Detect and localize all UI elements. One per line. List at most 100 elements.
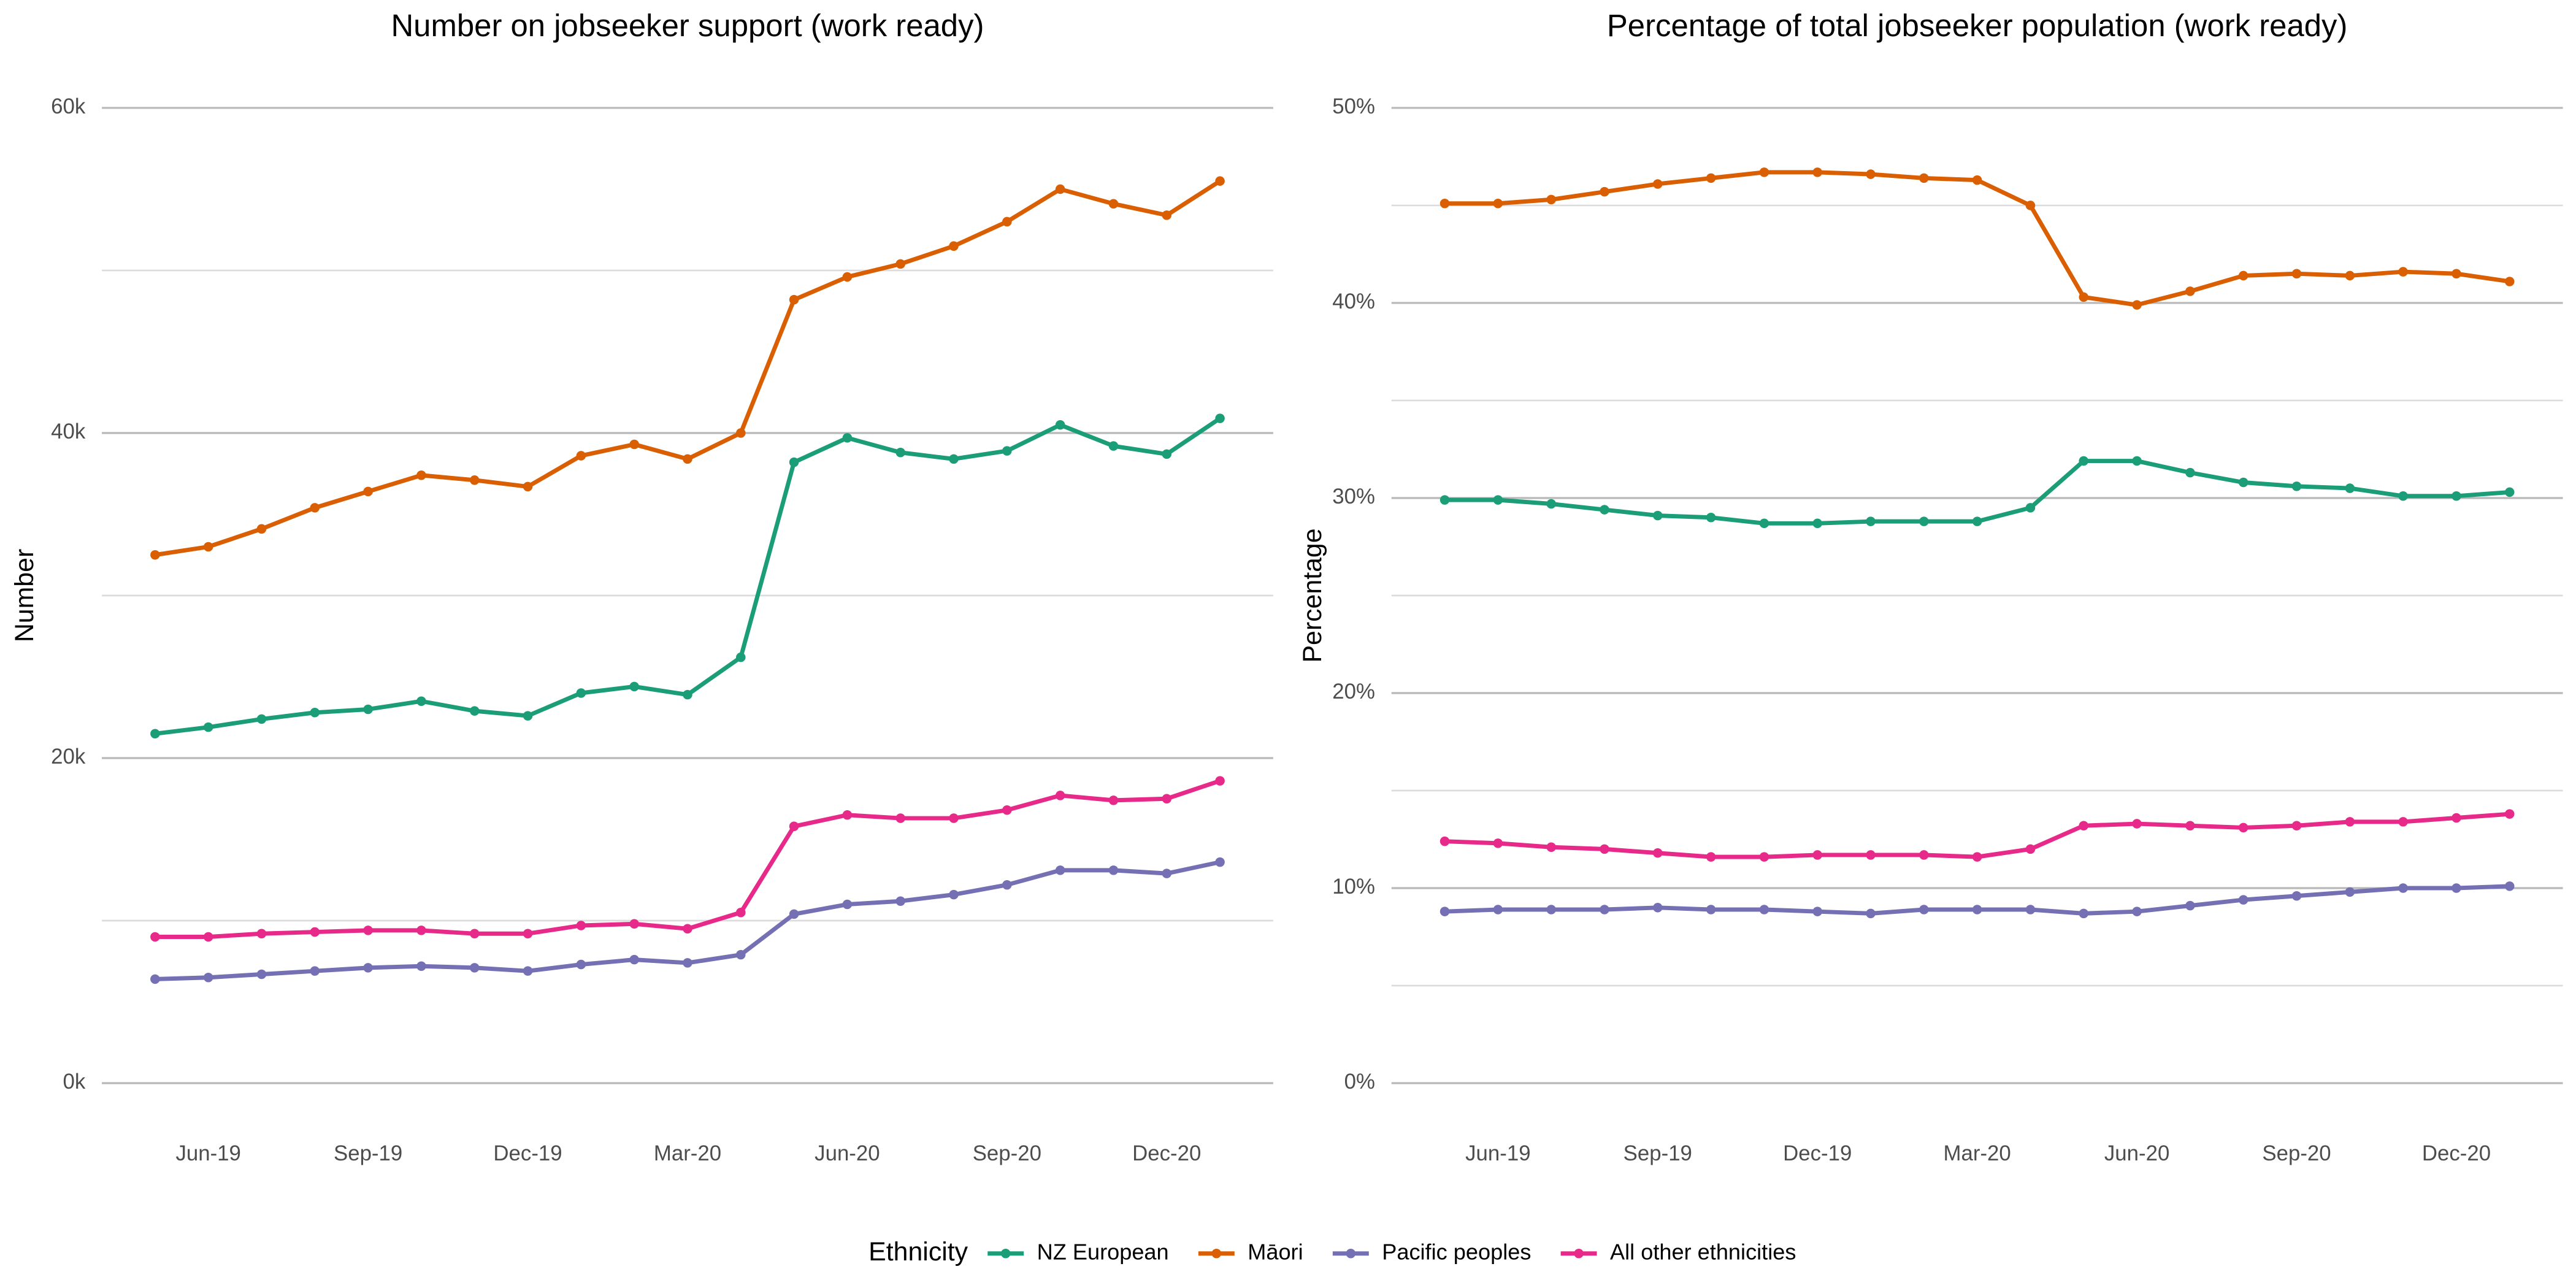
data-point <box>1812 518 1822 529</box>
data-point <box>2185 821 2195 831</box>
data-point <box>949 454 959 464</box>
data-point <box>683 924 692 934</box>
data-point <box>2451 813 2461 823</box>
data-point <box>842 433 853 443</box>
data-point <box>1972 175 1982 185</box>
data-point <box>1919 850 1929 860</box>
data-point <box>842 899 853 910</box>
data-point <box>1812 907 1822 916</box>
data-point <box>1108 865 1119 875</box>
x-tick-label: Jun-20 <box>815 1141 880 1165</box>
data-point <box>629 954 639 965</box>
data-point <box>150 974 160 984</box>
data-point <box>1600 186 1609 197</box>
legend-key-point <box>1000 1248 1011 1259</box>
data-point <box>2398 817 2408 827</box>
data-point <box>2238 895 2248 905</box>
x-tick-label: Sep-19 <box>1623 1141 1692 1165</box>
data-point <box>1215 413 1225 423</box>
data-point <box>683 958 692 968</box>
data-point <box>576 959 586 970</box>
data-point <box>2079 456 2089 466</box>
x-tick-label: Sep-20 <box>2262 1141 2331 1165</box>
y-tick-label: 40k <box>51 420 86 443</box>
data-point <box>2079 908 2089 919</box>
x-tick-label: Jun-19 <box>175 1141 240 1165</box>
legend-title: Ethnicity <box>868 1237 968 1267</box>
data-point <box>2185 900 2195 911</box>
data-point <box>576 688 586 698</box>
data-point <box>1002 880 1012 890</box>
data-point <box>1546 499 1556 509</box>
data-point <box>842 272 853 282</box>
legend-label: All other ethnicities <box>1610 1239 1796 1264</box>
data-point <box>842 810 853 820</box>
data-point <box>949 889 959 900</box>
data-point <box>1706 905 1716 914</box>
data-point <box>2238 822 2248 833</box>
data-point <box>2079 292 2089 302</box>
data-point <box>1759 905 1769 914</box>
data-point <box>1439 495 1450 505</box>
y-tick-label: 0% <box>1344 1070 1375 1094</box>
x-tick-label: Dec-20 <box>2422 1141 2491 1165</box>
data-point <box>1439 907 1450 916</box>
data-point <box>150 729 160 739</box>
data-point <box>523 711 533 721</box>
legend-key-point <box>1574 1248 1584 1259</box>
data-point <box>2345 817 2355 827</box>
legend-label: Pacific peoples <box>1382 1239 1531 1264</box>
x-tick-label: Dec-19 <box>1783 1141 1852 1165</box>
data-point <box>2291 891 2302 901</box>
data-point <box>1002 217 1012 227</box>
data-point <box>789 821 799 832</box>
y-tick-label: 10% <box>1332 875 1375 899</box>
data-point <box>1600 905 1609 914</box>
chart-title: Percentage of total jobseeker population… <box>1607 8 2348 43</box>
data-point <box>1162 868 1172 878</box>
data-point <box>2345 483 2355 493</box>
data-point <box>895 259 905 269</box>
data-point <box>1546 842 1556 852</box>
data-point <box>789 457 799 467</box>
data-point <box>683 689 692 700</box>
y-axis-title: Percentage <box>1298 528 1327 662</box>
data-point <box>1215 776 1225 786</box>
y-tick-label: 50% <box>1332 94 1375 118</box>
data-point <box>895 448 905 458</box>
data-point <box>469 929 480 938</box>
y-tick-label: 60k <box>51 94 86 118</box>
data-point <box>1866 850 1876 860</box>
data-point <box>1215 176 1225 186</box>
data-point <box>1759 518 1769 529</box>
data-point <box>1706 852 1716 862</box>
data-point <box>416 926 426 935</box>
data-point <box>1653 179 1663 189</box>
series-line <box>155 778 1221 939</box>
data-point <box>1439 836 1450 846</box>
data-point <box>416 696 426 707</box>
data-point <box>1108 199 1119 209</box>
x-tick-label: Jun-19 <box>1465 1141 1530 1165</box>
y-tick-label: 40% <box>1332 289 1375 313</box>
data-point <box>1866 169 1876 179</box>
y-tick-label: 20k <box>51 745 86 769</box>
data-point <box>1108 795 1119 805</box>
data-point <box>1866 516 1876 526</box>
data-point <box>256 969 267 979</box>
data-point <box>256 524 267 534</box>
x-tick-label: Sep-19 <box>334 1141 402 1165</box>
data-point <box>256 714 267 724</box>
data-point <box>2451 491 2461 501</box>
data-point <box>1055 420 1065 430</box>
data-point <box>1493 838 1503 848</box>
data-point <box>2025 905 2036 914</box>
data-point <box>1706 173 1716 183</box>
data-point <box>629 919 639 929</box>
data-point <box>2398 267 2408 277</box>
data-point <box>1002 805 1012 815</box>
data-point <box>949 813 959 823</box>
data-point <box>2238 270 2248 281</box>
series-line <box>155 416 1222 736</box>
